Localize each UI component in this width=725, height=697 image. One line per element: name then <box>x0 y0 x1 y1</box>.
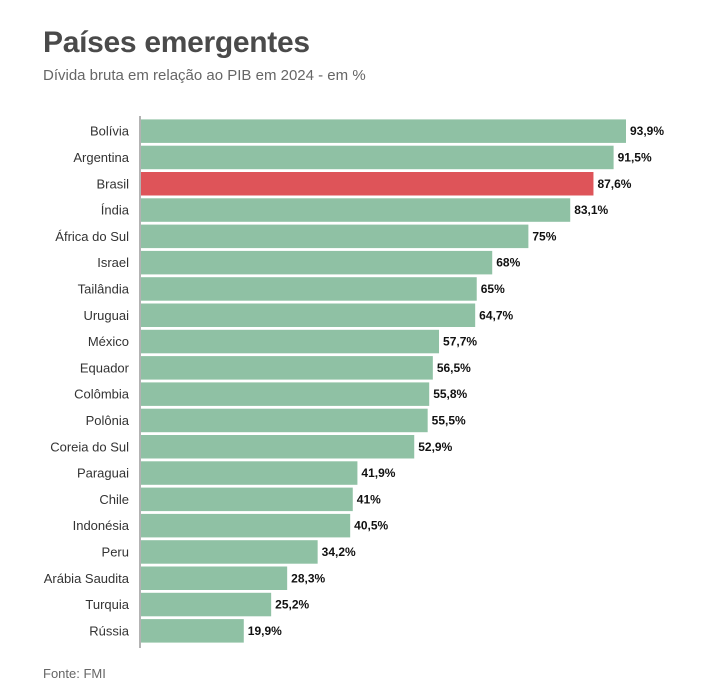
value-label: 83,1% <box>574 203 608 217</box>
bar-row: Turquia 25,2% <box>85 592 310 617</box>
category-label: Índia <box>101 203 130 218</box>
chart-subtitle: Dívida bruta em relação ao PIB em 2024 -… <box>43 67 366 84</box>
bar <box>141 356 433 380</box>
category-label: Equador <box>80 360 130 375</box>
value-label: 34,2% <box>322 545 356 559</box>
value-label: 65% <box>481 282 505 296</box>
bar-row: Polônia 55,5% <box>86 408 466 433</box>
bar-row: Peru 34,2% <box>102 540 356 564</box>
category-label: Indonésia <box>73 518 130 533</box>
value-label: 87,6% <box>597 177 631 191</box>
category-label: Paraguai <box>77 466 129 481</box>
bar <box>141 303 476 327</box>
bar <box>141 540 318 564</box>
source-note: Fonte: FMI <box>43 666 106 681</box>
value-label: 40,5% <box>354 519 388 533</box>
bar <box>141 382 430 406</box>
bar <box>141 329 440 354</box>
bar <box>141 119 626 143</box>
bar-row: Paraguai 41,9% <box>77 461 396 485</box>
category-label: Chile <box>99 492 129 507</box>
value-label: 55,5% <box>432 413 466 427</box>
bar-row: Uruguai 64,7% <box>83 303 514 327</box>
bar <box>141 435 415 459</box>
value-label: 25,2% <box>275 598 309 612</box>
value-label: 55,8% <box>433 387 467 401</box>
bar-row: Israel 68% <box>97 250 521 275</box>
category-label: Rússia <box>89 623 130 638</box>
value-label: 28,3% <box>291 571 325 585</box>
category-label: Bolívia <box>90 124 130 139</box>
value-label: 56,5% <box>437 361 471 375</box>
category-label: Brasil <box>96 176 129 191</box>
value-label: 57,7% <box>443 335 477 349</box>
bar-row: Chile 41% <box>99 487 381 512</box>
bar-row: Colômbia 55,8% <box>74 382 468 406</box>
category-label: Uruguai <box>83 308 129 323</box>
category-label: África do Sul <box>55 229 129 244</box>
value-label: 41% <box>357 492 381 506</box>
category-label: Argentina <box>73 150 129 165</box>
bar <box>141 277 477 301</box>
value-label: 52,9% <box>418 440 452 454</box>
bar-row: Indonésia 40,5% <box>73 513 389 538</box>
value-label: 91,5% <box>618 150 652 164</box>
bar-row: Equador 56,5% <box>80 356 471 380</box>
bar-row: Coreia do Sul 52,9% <box>50 435 453 459</box>
bar <box>141 619 244 643</box>
category-label: Turquia <box>85 597 129 612</box>
bar <box>141 592 272 617</box>
value-label: 93,9% <box>630 124 664 138</box>
bar-row: Bolívia 93,9% <box>90 119 664 143</box>
bar-row: Argentina 91,5% <box>73 145 652 170</box>
value-label: 64,7% <box>479 308 513 322</box>
bar-highlight <box>141 172 594 196</box>
bar-row: Brasil 87,6% <box>96 172 632 196</box>
category-label: Israel <box>97 255 129 270</box>
category-label: México <box>88 334 129 349</box>
bar <box>141 487 353 512</box>
bar-row: México 57,7% <box>88 329 477 354</box>
category-label: Colômbia <box>74 387 130 402</box>
category-label: Peru <box>102 544 129 559</box>
bar-row: Índia 83,1% <box>101 198 609 222</box>
category-label: Arábia Saudita <box>44 571 130 586</box>
category-label: Polônia <box>86 413 130 428</box>
value-label: 75% <box>532 229 556 243</box>
bar-row: Tailândia 65% <box>78 277 505 301</box>
value-label: 41,9% <box>361 466 395 480</box>
bar <box>141 408 428 433</box>
value-label: 19,9% <box>248 624 282 638</box>
bar-row: África do Sul 75% <box>55 224 557 249</box>
category-label: Coreia do Sul <box>50 439 129 454</box>
bar <box>141 566 288 590</box>
bar-row: Arábia Saudita 28,3% <box>44 566 326 590</box>
chart-title: Países emergentes <box>43 26 310 59</box>
bar <box>141 224 529 249</box>
category-label: Tailândia <box>78 281 130 296</box>
bar-row: Rússia 19,9% <box>89 619 282 643</box>
value-label: 68% <box>496 256 520 270</box>
bar <box>141 250 493 275</box>
bar <box>141 198 571 222</box>
bar <box>141 513 351 538</box>
bar <box>141 461 358 485</box>
bar <box>141 145 614 170</box>
